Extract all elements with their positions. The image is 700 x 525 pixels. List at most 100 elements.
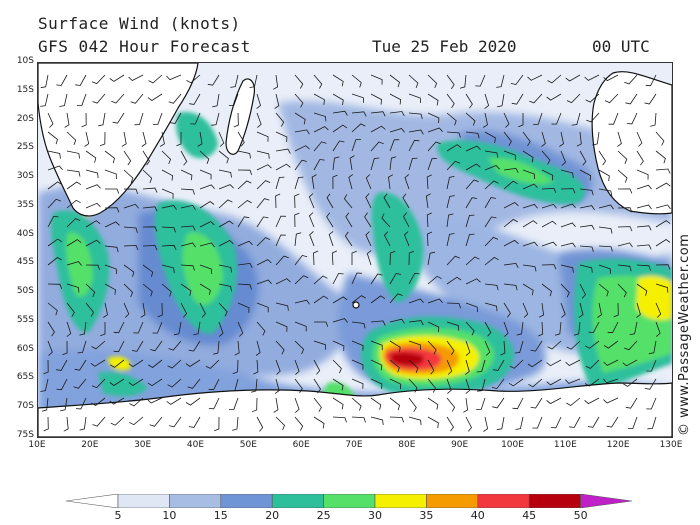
wind-barb — [176, 132, 182, 147]
wind-barb — [465, 233, 475, 247]
wind-barb — [256, 112, 262, 128]
wind-barb — [343, 194, 353, 209]
wind-barb — [566, 93, 581, 104]
wind-barb — [408, 272, 420, 285]
wind-barb — [256, 216, 269, 228]
wind-barb — [560, 264, 574, 273]
wind-barb — [408, 298, 424, 304]
wind-barb — [351, 139, 361, 152]
wind-barb — [79, 321, 87, 336]
wind-barb — [648, 340, 657, 355]
wind-barb — [408, 129, 424, 135]
wind-barb — [496, 416, 505, 431]
wind-barb — [313, 340, 327, 350]
wind-barb — [199, 264, 212, 275]
wind-barb — [408, 93, 421, 104]
wind-barb — [91, 378, 106, 389]
wind-barb — [539, 302, 545, 318]
wind-barb — [551, 112, 562, 125]
wind-barb — [123, 244, 139, 251]
wind-barb — [274, 378, 280, 394]
wind-barb — [62, 340, 68, 356]
wind-barb — [527, 359, 543, 368]
wind-barb — [503, 112, 510, 128]
wind-barb — [503, 262, 519, 268]
wind-barb — [546, 93, 562, 101]
wind-barb — [123, 226, 138, 233]
latitude-label: 15S — [16, 84, 34, 95]
wind-barb — [446, 93, 455, 109]
wind-barb — [185, 397, 201, 406]
wind-barb — [389, 293, 403, 304]
longitude-label: 70E — [345, 440, 363, 450]
wind-barb — [522, 131, 531, 147]
wind-barb — [402, 193, 410, 209]
wind-barb — [60, 397, 68, 412]
wind-barb — [617, 188, 633, 194]
wind-barb — [180, 169, 193, 181]
wind-barb — [234, 340, 240, 356]
wind-barb — [130, 93, 144, 104]
wind-barb — [598, 188, 613, 196]
wind-barb — [326, 193, 334, 209]
latitude-label: 10S — [16, 56, 34, 66]
wind-barb — [313, 126, 329, 133]
wind-barb — [655, 239, 671, 247]
wind-barb — [476, 397, 486, 410]
wind-barb — [332, 296, 348, 304]
wind-barb — [199, 169, 212, 180]
wind-barb — [522, 169, 535, 180]
wind-barb — [541, 131, 546, 147]
wind-barb — [484, 93, 490, 109]
wind-barb — [43, 416, 49, 432]
wind-map[interactable] — [37, 62, 673, 438]
wind-barb — [579, 224, 595, 230]
wind-barb — [389, 74, 400, 88]
wind-barb — [66, 131, 77, 145]
wind-barb — [123, 283, 134, 298]
wind-barb — [232, 359, 239, 374]
wind-barb — [328, 231, 334, 247]
legend-label: 20 — [265, 509, 280, 522]
wind-map-canvas — [38, 63, 672, 437]
longitude-label: 40E — [186, 440, 205, 450]
wind-barb — [389, 340, 401, 353]
wind-barb — [294, 397, 300, 413]
wind-barb — [73, 378, 87, 389]
wind-barb — [100, 322, 106, 337]
wind-barb — [56, 74, 68, 86]
wind-barb — [636, 225, 652, 231]
latitude-label: 70S — [16, 401, 34, 412]
wind-barb — [66, 321, 72, 337]
wind-barb — [237, 240, 253, 247]
wind-barb — [579, 264, 593, 273]
wind-barb — [465, 93, 473, 109]
wind-barb — [66, 150, 80, 159]
wind-barb — [47, 340, 53, 356]
wind-barb — [573, 321, 581, 336]
wind-barb — [218, 264, 232, 273]
wind-barb — [655, 283, 669, 293]
wind-barb — [491, 378, 505, 390]
wind-barb — [59, 93, 68, 107]
wind-barb — [647, 416, 657, 430]
wind-barb — [465, 112, 476, 126]
wind-barb — [326, 212, 334, 228]
wind-barb — [370, 295, 386, 304]
wind-barb — [150, 340, 163, 352]
wind-barb — [503, 239, 519, 247]
wind-barb — [465, 378, 471, 394]
wind-barb — [509, 359, 524, 369]
wind-barb — [141, 131, 147, 147]
wind-barb — [47, 150, 61, 159]
wind-barb — [173, 321, 182, 336]
wind-barb — [47, 181, 63, 190]
wind-barb — [541, 220, 557, 228]
legend-swatch — [477, 494, 530, 508]
wind-barb — [587, 416, 600, 428]
wind-barb — [446, 302, 461, 309]
wind-barb — [541, 169, 554, 181]
legend-swatch — [426, 494, 479, 508]
wind-barb — [77, 340, 87, 354]
wind-barb — [459, 74, 467, 89]
